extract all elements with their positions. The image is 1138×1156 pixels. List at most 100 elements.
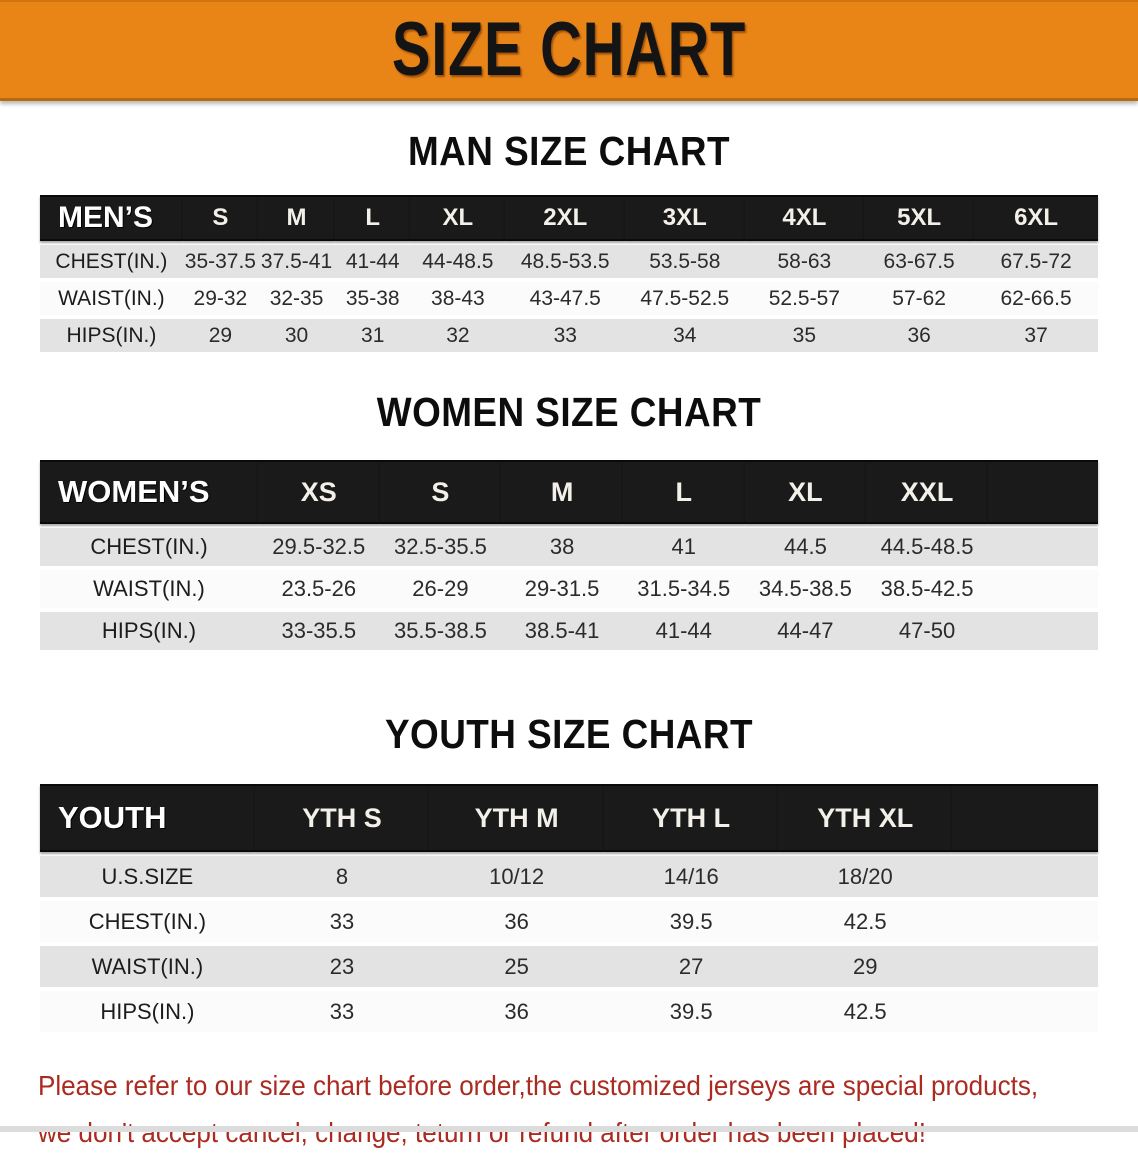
men-row-label: CHEST(IN.) bbox=[40, 245, 183, 278]
men-size-cell: 41-44 bbox=[335, 245, 411, 278]
women-size-column-header: XS bbox=[257, 460, 380, 524]
men-size-cell: 33 bbox=[505, 319, 626, 352]
women-size-cell: 31.5-34.5 bbox=[622, 570, 745, 608]
youth-size-cell: 23 bbox=[254, 946, 430, 987]
men-size-cell: 38-43 bbox=[410, 282, 506, 315]
banner: SIZE CHART bbox=[0, 0, 1138, 101]
women-size-cell: 29.5-32.5 bbox=[257, 528, 380, 566]
women-size-cell: 35.5-38.5 bbox=[379, 612, 502, 650]
youth-size-cell: 33 bbox=[254, 901, 430, 942]
men-size-cell: 53.5-58 bbox=[625, 245, 745, 278]
women-cell-filler bbox=[987, 612, 1098, 650]
women-header-label: WOMEN’S bbox=[40, 460, 258, 524]
youth-section-title: YOUTH SIZE CHART bbox=[384, 711, 754, 757]
youth-size-cell: 42.5 bbox=[778, 901, 952, 942]
youth-header-row: YOUTH YTH S YTH M YTH L YTH XL bbox=[40, 784, 1098, 852]
men-size-column-header: 5XL bbox=[864, 195, 975, 241]
women-cell-filler bbox=[987, 570, 1098, 608]
banner-title: SIZE CHART bbox=[391, 7, 747, 92]
women-size-cell: 32.5-35.5 bbox=[379, 528, 502, 566]
youth-size-cell: 8 bbox=[254, 856, 430, 897]
men-size-column-header: L bbox=[335, 195, 411, 241]
men-row-label: HIPS(IN.) bbox=[40, 319, 183, 352]
youth-size-column-header: YTH XL bbox=[778, 784, 952, 852]
youth-cell-filler bbox=[951, 901, 1098, 942]
men-size-column-header: 6XL bbox=[974, 195, 1098, 241]
men-size-cell: 34 bbox=[625, 319, 745, 352]
youth-size-cell: 18/20 bbox=[778, 856, 952, 897]
youth-size-cell: 25 bbox=[429, 946, 604, 987]
youth-size-cell: 39.5 bbox=[603, 901, 779, 942]
men-size-cell: 47.5-52.5 bbox=[625, 282, 745, 315]
youth-size-cell: 39.5 bbox=[603, 991, 779, 1032]
men-section-title: MAN SIZE CHART bbox=[407, 128, 730, 174]
youth-size-cell: 10/12 bbox=[429, 856, 604, 897]
women-size-cell: 44-47 bbox=[744, 612, 867, 650]
women-size-column-header: M bbox=[501, 460, 623, 524]
men-size-cell: 63-67.5 bbox=[864, 245, 975, 278]
women-size-cell: 47-50 bbox=[866, 612, 988, 650]
youth-size-cell: 14/16 bbox=[603, 856, 779, 897]
women-size-cell: 38.5-42.5 bbox=[866, 570, 988, 608]
size-chart-sections: MAN SIZE CHART MEN’S S M L XL 2XL 3XL 4XL 5XL 6XL C… bbox=[0, 127, 1138, 1036]
men-size-cell: 37.5-41 bbox=[257, 245, 336, 278]
youth-size-cell: 42.5 bbox=[778, 991, 952, 1032]
youth-cell-filler bbox=[951, 946, 1098, 987]
women-header-row: WOMEN’S XS S M L XL XXL bbox=[40, 460, 1098, 524]
men-size-cell: 35-37.5 bbox=[182, 245, 258, 278]
women-row-label: WAIST(IN.) bbox=[40, 570, 258, 608]
disclaimer-line-1: Please refer to our size chart before or… bbox=[38, 1070, 1039, 1101]
women-size-cell: 44.5 bbox=[744, 528, 867, 566]
women-row-label: HIPS(IN.) bbox=[40, 612, 258, 650]
women-size-cell: 33-35.5 bbox=[257, 612, 380, 650]
women-size-column-header: XL bbox=[744, 460, 867, 524]
women-size-table: WOMEN’S XS S M L XL XXL CHEST(IN.) 29.5-32.5 32.5… bbox=[40, 456, 1098, 654]
men-size-cell: 29-32 bbox=[182, 282, 258, 315]
youth-cell-filler bbox=[951, 991, 1098, 1032]
women-size-cell: 38 bbox=[501, 528, 623, 566]
men-size-cell: 35 bbox=[744, 319, 865, 352]
youth-header-filler bbox=[951, 784, 1098, 852]
men-header-label: MEN’S bbox=[40, 195, 183, 241]
men-row-label: WAIST(IN.) bbox=[40, 282, 183, 315]
men-size-cell: 30 bbox=[257, 319, 336, 352]
men-size-table: MEN’S S M L XL 2XL 3XL 4XL 5XL 6XL CHEST(IN.) 35-37… bbox=[40, 191, 1098, 356]
women-cell-filler bbox=[987, 528, 1098, 566]
men-size-cell: 32 bbox=[410, 319, 506, 352]
women-size-cell: 44.5-48.5 bbox=[866, 528, 988, 566]
youth-size-cell: 36 bbox=[429, 901, 604, 942]
men-size-column-header: M bbox=[257, 195, 336, 241]
women-size-column-header: L bbox=[622, 460, 745, 524]
women-size-cell: 38.5-41 bbox=[501, 612, 623, 650]
women-size-column-header: XXL bbox=[866, 460, 988, 524]
men-size-cell: 48.5-53.5 bbox=[505, 245, 626, 278]
women-row-label: CHEST(IN.) bbox=[40, 528, 258, 566]
youth-row-label: U.S.SIZE bbox=[40, 856, 255, 897]
women-table-row: HIPS(IN.) 33-35.5 35.5-38.5 38.5-41 41-44 44-… bbox=[40, 612, 1098, 650]
men-size-cell: 36 bbox=[864, 319, 975, 352]
youth-table-row: HIPS(IN.) 33 36 39.5 42.5 bbox=[40, 991, 1098, 1032]
youth-size-cell: 36 bbox=[429, 991, 604, 1032]
youth-row-label: HIPS(IN.) bbox=[40, 991, 255, 1032]
women-table-row: WAIST(IN.) 23.5-26 26-29 29-31.5 31.5-34.5 34… bbox=[40, 570, 1098, 608]
men-table-row: CHEST(IN.) 35-37.5 37.5-41 41-44 44-48.5 48.5… bbox=[40, 245, 1098, 278]
women-size-cell: 41-44 bbox=[622, 612, 745, 650]
men-size-column-header: 4XL bbox=[744, 195, 865, 241]
women-size-cell: 26-29 bbox=[379, 570, 502, 608]
women-size-cell: 34.5-38.5 bbox=[744, 570, 867, 608]
youth-size-column-header: YTH S bbox=[254, 784, 430, 852]
men-size-cell: 43-47.5 bbox=[505, 282, 626, 315]
men-size-cell: 31 bbox=[335, 319, 411, 352]
men-size-column-header: S bbox=[182, 195, 258, 241]
men-size-cell: 58-63 bbox=[744, 245, 865, 278]
women-size-column-header: S bbox=[379, 460, 502, 524]
youth-size-cell: 29 bbox=[778, 946, 952, 987]
youth-size-cell: 27 bbox=[603, 946, 779, 987]
men-size-cell: 32-35 bbox=[257, 282, 336, 315]
men-size-cell: 52.5-57 bbox=[744, 282, 865, 315]
youth-table-row: WAIST(IN.) 23 25 27 29 bbox=[40, 946, 1098, 987]
men-size-cell: 62-66.5 bbox=[974, 282, 1098, 315]
women-size-cell: 29-31.5 bbox=[501, 570, 623, 608]
men-size-cell: 44-48.5 bbox=[410, 245, 506, 278]
youth-row-label: WAIST(IN.) bbox=[40, 946, 255, 987]
